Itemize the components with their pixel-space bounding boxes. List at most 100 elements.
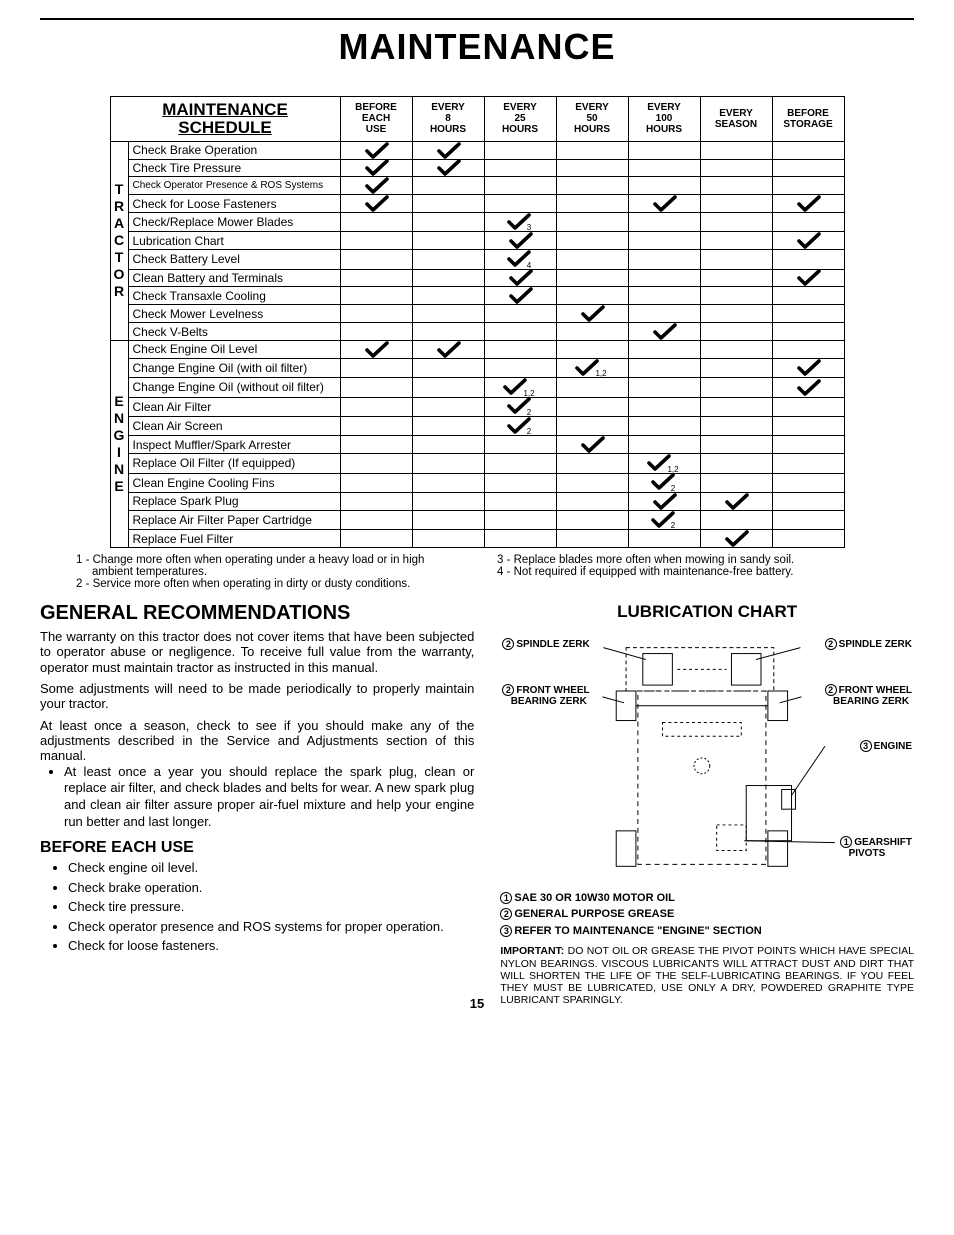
table-row: Replace Fuel Filter	[110, 530, 844, 548]
mark-cell	[484, 195, 556, 213]
table-row: Check for Loose Fasteners	[110, 195, 844, 213]
general-bullet-1: At least once a year you should replace …	[64, 764, 474, 832]
mark-cell	[772, 159, 844, 177]
mark-cell	[412, 358, 484, 377]
checkmark-icon	[725, 532, 747, 546]
mark-cell	[340, 358, 412, 377]
lube-label-gearshift: 1GEARSHIFT PIVOTS	[840, 836, 912, 859]
mark-cell	[700, 378, 772, 397]
mark-cell	[556, 213, 628, 232]
col-100h: EVERY100HOURS	[628, 97, 700, 142]
mark-cell	[628, 250, 700, 269]
task-cell: Replace Fuel Filter	[128, 530, 340, 548]
mark-cell	[484, 473, 556, 492]
lube-label-fwb-r: 2FRONT WHEEL BEARING ZERK	[825, 684, 912, 707]
footnote-3: 3 - Replace blades more often when mowin…	[497, 554, 878, 566]
general-p2: Some adjustments will need to be made pe…	[40, 681, 474, 712]
mark-cell	[772, 141, 844, 159]
checkmark-icon	[581, 438, 603, 452]
mark-cell	[340, 213, 412, 232]
maintenance-schedule-table: MAINTENANCESCHEDULE BEFOREEACHUSE EVERY8…	[110, 96, 845, 548]
list-item: Check tire pressure.	[68, 898, 474, 916]
mark-cell	[628, 213, 700, 232]
task-cell: Check V-Belts	[128, 323, 340, 341]
mark-cell	[772, 213, 844, 232]
mark-cell	[412, 454, 484, 473]
mark-cell	[628, 177, 700, 195]
mark-cell	[340, 416, 412, 435]
top-rule	[40, 18, 914, 20]
mark-cell	[772, 454, 844, 473]
col-season: EVERYSEASON	[700, 97, 772, 142]
task-cell: Replace Spark Plug	[128, 492, 340, 510]
lube-label-spindle-l: 2SPINDLE ZERK	[502, 638, 589, 650]
lubrication-heading: LUBRICATION CHART	[500, 602, 914, 622]
mark-cell	[412, 287, 484, 305]
list-item: Check engine oil level.	[68, 859, 474, 877]
mark-cell	[412, 269, 484, 287]
col-storage: BEFORESTORAGE	[772, 97, 844, 142]
mark-cell	[700, 416, 772, 435]
mark-cell	[412, 213, 484, 232]
mark-cell	[556, 269, 628, 287]
mark-cell	[628, 530, 700, 548]
task-cell: Check Engine Oil Level	[128, 340, 340, 358]
lube-label-spindle-r: 2SPINDLE ZERK	[825, 638, 912, 650]
footnote-2: 2 - Service more often when operating in…	[76, 578, 457, 590]
footnote-4: 4 - Not required if equipped with mainte…	[497, 566, 878, 578]
mark-cell	[412, 473, 484, 492]
legend-item: 2GENERAL PURPOSE GREASE	[500, 906, 914, 923]
mark-cell	[484, 436, 556, 454]
mark-cell	[700, 454, 772, 473]
mark-cell	[556, 287, 628, 305]
before-each-use-heading: BEFORE EACH USE	[40, 839, 474, 857]
mark-cell	[700, 510, 772, 529]
task-cell: Clean Air Screen	[128, 416, 340, 435]
mark-cell	[772, 195, 844, 213]
lube-label-fwb-l: 2FRONT WHEEL BEARING ZERK	[502, 684, 589, 707]
checkmark-icon	[507, 215, 529, 229]
mark-cell	[412, 323, 484, 341]
mark-cell	[412, 232, 484, 250]
checkmark-icon	[507, 419, 529, 433]
table-row: Clean Air Screen2	[110, 416, 844, 435]
task-cell: Check for Loose Fasteners	[128, 195, 340, 213]
mark-cell	[340, 305, 412, 323]
mark-cell	[340, 530, 412, 548]
list-item: Check brake operation.	[68, 879, 474, 897]
mark-cell	[556, 378, 628, 397]
mark-cell	[340, 177, 412, 195]
checkmark-icon	[797, 361, 819, 375]
checkmark-icon	[509, 271, 531, 285]
mark-cell	[772, 473, 844, 492]
mark-cell	[772, 269, 844, 287]
mark-cell	[340, 269, 412, 287]
mark-cell	[412, 340, 484, 358]
mark-cell	[340, 378, 412, 397]
mark-cell	[772, 397, 844, 416]
checkmark-icon	[365, 144, 387, 158]
mark-cell	[628, 397, 700, 416]
mark-cell	[772, 305, 844, 323]
mark-cell	[628, 269, 700, 287]
checkmark-icon	[653, 197, 675, 211]
lubrication-legend: 1SAE 30 OR 10W30 MOTOR OIL2GENERAL PURPO…	[500, 890, 914, 940]
checkmark-icon	[365, 161, 387, 175]
mark-cell	[700, 397, 772, 416]
mark-cell	[700, 323, 772, 341]
mark-cell	[556, 510, 628, 529]
mark-cell	[484, 358, 556, 377]
table-row: Replace Spark Plug	[110, 492, 844, 510]
mark-cell	[628, 159, 700, 177]
mark-cell	[556, 473, 628, 492]
table-row: Check/Replace Mower Blades3	[110, 213, 844, 232]
mark-cell	[556, 530, 628, 548]
task-cell: Inspect Muffler/Spark Arrester	[128, 436, 340, 454]
mark-cell	[484, 305, 556, 323]
mark-cell	[412, 305, 484, 323]
table-row: Check Battery Level4	[110, 250, 844, 269]
mark-cell	[628, 323, 700, 341]
mark-cell	[484, 454, 556, 473]
mark-cell	[628, 232, 700, 250]
mark-cell	[484, 232, 556, 250]
